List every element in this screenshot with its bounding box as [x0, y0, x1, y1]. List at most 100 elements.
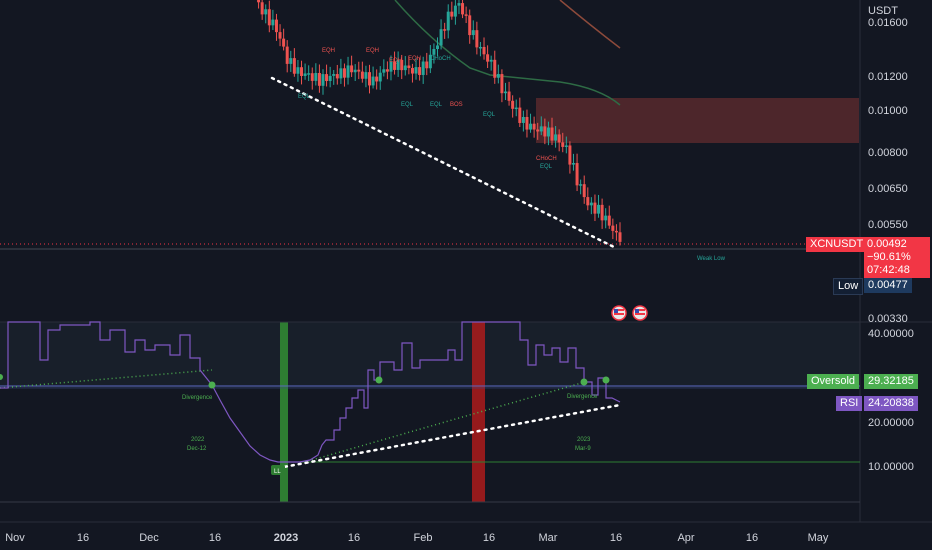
candle-body: [382, 69, 386, 73]
candle-body: [478, 46, 482, 49]
price-tick-label: 0.00800: [868, 147, 908, 159]
candle-body: [339, 68, 343, 79]
candle-body: [604, 215, 608, 221]
symbol-tag: XCNUSDT: [806, 237, 868, 252]
candle-body: [471, 30, 475, 36]
candle-body: [600, 204, 604, 221]
candle-body: [507, 91, 511, 101]
divergence-label-2: Divergence: [567, 394, 598, 400]
time-tick-label: 16: [483, 532, 495, 544]
candle-body: [468, 15, 472, 36]
candle-body: [489, 59, 493, 62]
time-tick-label: 16: [77, 532, 89, 544]
rsi-line: [0, 321, 621, 463]
candle-body: [364, 72, 368, 79]
us-flag-icon[interactable]: [611, 305, 627, 321]
candle-body: [393, 61, 397, 70]
structure-label: EQL: [483, 112, 496, 118]
price-axis[interactable]: 0.01600 0.01200 0.01000 0.00800 0.00650 0.005…: [868, 17, 908, 325]
candle-body: [482, 46, 486, 55]
candle-body: [421, 61, 425, 75]
candle-body: [529, 123, 533, 130]
price-tick-label: 0.00550: [868, 219, 908, 231]
candle-body: [371, 76, 375, 86]
candle-body: [260, 2, 264, 15]
price-tick-label: 0.00330: [868, 313, 908, 325]
moving-average-fast: [394, 0, 621, 106]
time-tick-label: 16: [610, 532, 622, 544]
candle-body: [303, 73, 307, 76]
structure-label: CHoCH: [536, 156, 557, 162]
ll-label: LL: [274, 469, 281, 475]
red-highlight-band: [472, 322, 485, 502]
candle-body: [267, 9, 271, 26]
candle-body: [518, 107, 522, 123]
price-tick-label: 0.01600: [868, 17, 908, 29]
candle-body: [439, 29, 443, 46]
candle-body: [514, 107, 518, 110]
candle-body: [350, 65, 354, 73]
structure-label: EQL: [540, 164, 553, 170]
candle-body: [586, 197, 590, 206]
time-tick-label: 16: [209, 532, 221, 544]
candle-body: [378, 72, 382, 82]
structure-label: EQH: [408, 56, 421, 62]
structure-label: EQL: [401, 102, 414, 108]
candle-body: [532, 123, 536, 130]
candle-body: [539, 126, 543, 132]
candle-body: [278, 32, 282, 39]
us-flag-icon[interactable]: [632, 305, 648, 321]
time-tick-label: May: [808, 532, 829, 544]
structure-label: EQH: [366, 48, 379, 54]
candle-body: [310, 73, 314, 81]
candle-body: [564, 145, 568, 147]
candle-body: [396, 59, 400, 70]
candle-body: [593, 202, 597, 214]
divergence-point-4: [602, 376, 610, 384]
candle-body: [357, 69, 361, 72]
rsi-tick-label: 20.00000: [868, 417, 914, 429]
candle-body: [410, 67, 414, 74]
time-tick-label: Feb: [414, 532, 433, 544]
candle-body: [500, 74, 504, 94]
candle-body: [425, 61, 429, 69]
candle-body: [332, 74, 336, 76]
candle-body: [321, 74, 325, 86]
note-1-date: Dec-12: [187, 446, 207, 452]
candle-body: [307, 73, 311, 75]
divergence-point-1: [208, 381, 216, 389]
candle-body: [575, 163, 579, 186]
time-tick-label: Dec: [139, 532, 159, 544]
price-tick-label: 0.01200: [868, 71, 908, 83]
oversold-tag-value: 29.32185: [864, 374, 918, 389]
candle-body: [457, 3, 461, 6]
time-tick-label: 16: [746, 532, 758, 544]
candle-body: [385, 69, 389, 72]
candle-body: [257, 0, 261, 3]
candle-body: [432, 48, 436, 55]
note-2-date: Mar-9: [575, 446, 591, 452]
candle-body: [403, 65, 407, 71]
divergence-point-3: [580, 378, 588, 386]
candle-body: [353, 69, 357, 73]
candle-body: [582, 184, 586, 198]
rsi-axis[interactable]: 40.00000 20.00000 10.00000: [868, 328, 914, 473]
structure-label: CHoCH: [430, 56, 451, 62]
candle-body: [282, 38, 286, 47]
time-axis[interactable]: Nov 16 Dec 16 2023 16 Feb 16 Mar 16 Apr 16 May: [5, 532, 829, 544]
candle-body: [274, 19, 278, 33]
candle-body: [368, 72, 372, 86]
candle-body: [414, 67, 418, 74]
time-tick-label: 16: [348, 532, 360, 544]
bar-countdown: 07:42:48: [867, 264, 910, 276]
candle-body: [317, 72, 321, 86]
candle-body: [493, 59, 497, 78]
candle-body: [607, 215, 611, 226]
divergence-point-2: [375, 376, 383, 384]
rsi-tag-label: RSI: [836, 396, 863, 411]
structure-label: EQL: [430, 102, 443, 108]
rsi-tick-label: 10.00000: [868, 461, 914, 473]
candle-body: [443, 29, 447, 31]
